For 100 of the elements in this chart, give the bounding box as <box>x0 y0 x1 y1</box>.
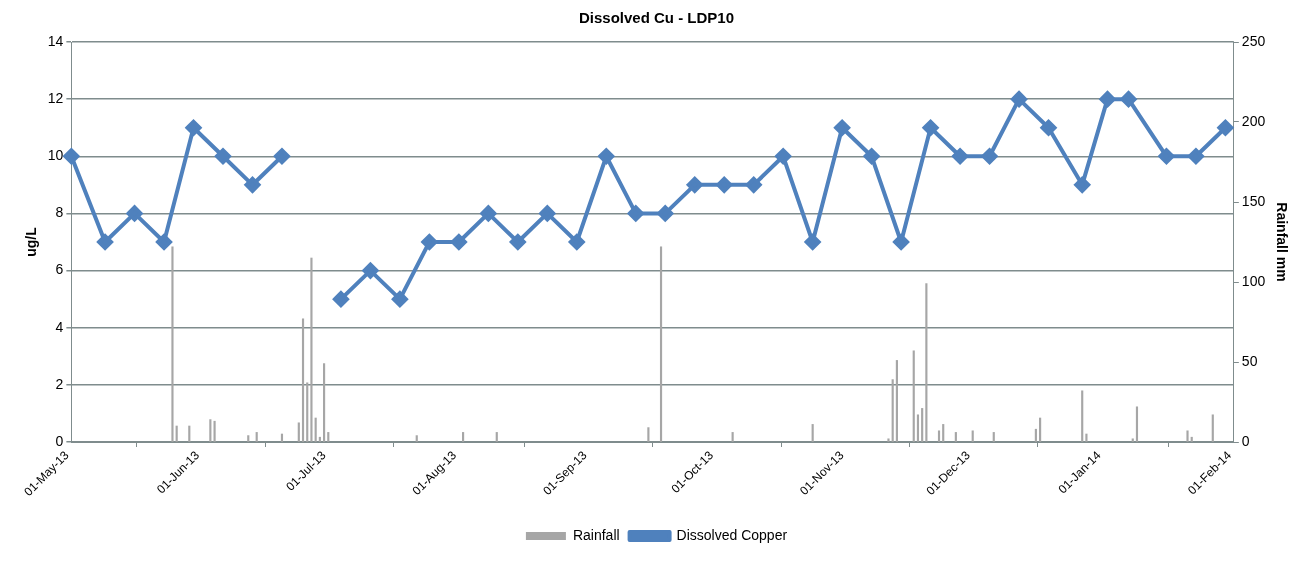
bar <box>175 425 178 442</box>
point <box>598 148 615 165</box>
point <box>273 148 290 165</box>
point <box>1099 91 1116 108</box>
point <box>63 148 80 165</box>
point <box>1011 91 1028 108</box>
bar <box>971 430 974 442</box>
bar <box>954 432 957 442</box>
y-tick-label: 4 <box>55 318 64 335</box>
bar <box>209 419 212 442</box>
point <box>745 176 762 193</box>
point <box>1158 148 1175 165</box>
bar <box>895 360 898 442</box>
point <box>421 234 438 250</box>
point <box>981 148 998 165</box>
y2-tick-label: 250 <box>1241 32 1266 49</box>
y-tick-label: 12 <box>47 90 64 106</box>
point <box>185 119 202 136</box>
point <box>686 176 703 193</box>
point <box>863 148 880 165</box>
bar <box>916 414 920 442</box>
bar <box>887 438 890 442</box>
y2-tick-label: 100 <box>1241 272 1266 289</box>
point <box>126 205 143 222</box>
y-tick-label: 6 <box>55 261 64 278</box>
bar <box>1135 406 1139 442</box>
point <box>450 234 467 250</box>
y-tick-label: 10 <box>47 147 64 164</box>
point <box>244 176 261 193</box>
bar <box>213 420 216 442</box>
point <box>1120 91 1137 108</box>
bar <box>1034 428 1037 442</box>
bar <box>1131 438 1134 442</box>
bar <box>647 427 650 442</box>
y-tick-label: 8 <box>55 204 64 221</box>
bar <box>1039 417 1042 442</box>
point <box>332 291 349 308</box>
point <box>509 234 526 250</box>
bar <box>925 283 928 442</box>
bar <box>912 350 915 442</box>
bar <box>942 424 945 442</box>
y2-tick-label: 50 <box>1241 352 1258 369</box>
bar <box>1186 430 1189 442</box>
point <box>922 119 939 136</box>
point <box>775 148 792 165</box>
point <box>952 148 969 165</box>
y2-tick-label: 0 <box>1241 432 1250 449</box>
bar <box>461 432 465 442</box>
bar <box>1190 436 1193 442</box>
bar <box>318 436 321 442</box>
legend-label: Rainfall <box>572 526 620 543</box>
bar <box>255 432 258 442</box>
y-tick-label: 0 <box>55 432 64 449</box>
point <box>834 119 851 136</box>
point <box>97 234 114 250</box>
bar <box>1211 414 1214 442</box>
bar <box>921 408 924 442</box>
bar <box>992 432 995 442</box>
point <box>716 176 733 193</box>
y2-axis-title: Rainfall mm <box>1273 202 1290 282</box>
point <box>627 205 644 222</box>
bar <box>659 246 663 442</box>
bar <box>301 318 305 442</box>
point <box>804 234 821 250</box>
bar <box>937 430 941 442</box>
bar <box>310 257 313 442</box>
bar <box>171 246 174 442</box>
y2-tick-label: 200 <box>1241 112 1266 129</box>
bar <box>495 432 498 442</box>
y2-tick-label: 150 <box>1241 192 1266 209</box>
point <box>1187 148 1204 165</box>
bar <box>731 432 734 442</box>
point <box>215 148 231 165</box>
bar <box>306 382 309 442</box>
legend-label: Dissolved Copper <box>676 526 788 543</box>
bar <box>314 417 317 442</box>
point <box>1217 119 1234 136</box>
point <box>657 205 674 222</box>
point <box>156 234 173 250</box>
point <box>480 205 497 222</box>
point <box>1040 119 1057 136</box>
chart-title: Dissolved Cu - LDP10 <box>578 9 735 27</box>
bar <box>1085 433 1088 442</box>
y-tick-label: 2 <box>55 375 64 392</box>
bar <box>247 435 250 442</box>
bar <box>323 363 326 442</box>
bar <box>415 435 418 442</box>
bar <box>297 422 300 442</box>
bar <box>811 424 814 442</box>
bar <box>1081 390 1084 442</box>
bar <box>327 432 330 442</box>
point <box>893 234 910 250</box>
point <box>568 234 585 250</box>
bar <box>188 425 191 442</box>
point <box>362 262 379 279</box>
bar <box>891 379 894 442</box>
point <box>539 205 556 222</box>
point <box>391 291 408 308</box>
y-axis-title: ug/L <box>23 226 40 257</box>
y-tick-label: 14 <box>47 32 64 49</box>
